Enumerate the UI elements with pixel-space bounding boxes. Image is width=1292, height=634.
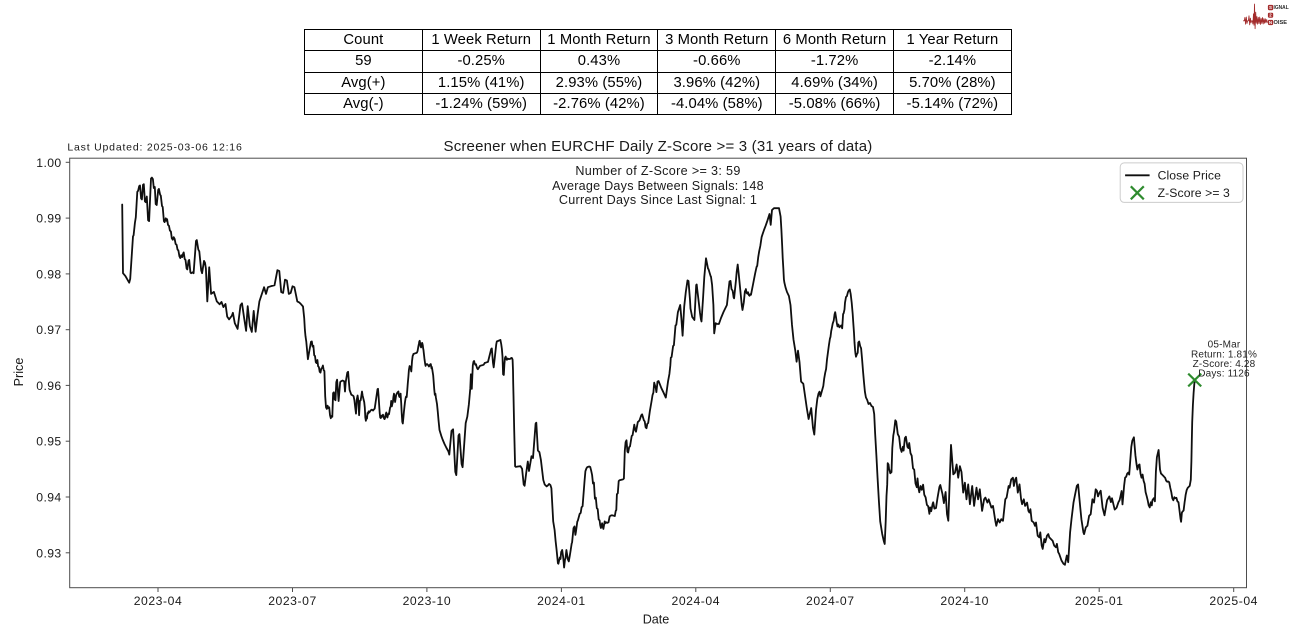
- svg-text:Average Days Between Signals:: Average Days Between Signals: 148: [552, 179, 764, 193]
- svg-text:2023-04: 2023-04: [134, 594, 183, 608]
- svg-text:2024-10: 2024-10: [940, 594, 989, 608]
- svg-text:0.95: 0.95: [36, 435, 61, 449]
- svg-text:0.96: 0.96: [36, 379, 61, 393]
- svg-text:0.99: 0.99: [36, 212, 61, 226]
- svg-text:0.97: 0.97: [36, 323, 61, 337]
- svg-text:Z-Score: 4.28: Z-Score: 4.28: [1193, 359, 1256, 370]
- svg-text:Screener when EURCHF Daily Z-S: Screener when EURCHF Daily Z-Score >= 3 …: [444, 138, 873, 155]
- svg-text:Z-Score >= 3: Z-Score >= 3: [1158, 186, 1230, 200]
- svg-text:2024-01: 2024-01: [537, 594, 586, 608]
- svg-text:0.94: 0.94: [36, 491, 61, 505]
- svg-text:1.00: 1.00: [36, 156, 61, 170]
- svg-text:Close Price: Close Price: [1158, 169, 1222, 183]
- svg-text:Return: 1.81%: Return: 1.81%: [1191, 349, 1257, 360]
- svg-text:Number of Z-Score >= 3: 59: Number of Z-Score >= 3: 59: [575, 164, 740, 178]
- svg-text:Date: Date: [643, 612, 670, 626]
- svg-text:IGNAL: IGNAL: [1274, 5, 1290, 11]
- svg-text:Price: Price: [12, 358, 26, 387]
- svg-text:2024-07: 2024-07: [806, 594, 855, 608]
- svg-text:S: S: [1269, 5, 1272, 10]
- svg-text:2025-04: 2025-04: [1209, 594, 1258, 608]
- svg-text:2: 2: [1269, 13, 1272, 18]
- svg-text:2025-01: 2025-01: [1075, 594, 1124, 608]
- svg-text:2023-10: 2023-10: [403, 594, 452, 608]
- svg-text:05-Mar: 05-Mar: [1208, 340, 1241, 351]
- svg-text:OISE: OISE: [1274, 20, 1288, 26]
- svg-text:Last Updated: 2025-03-06 12:16: Last Updated: 2025-03-06 12:16: [67, 142, 242, 154]
- svg-text:0.98: 0.98: [36, 267, 61, 281]
- svg-text:Current Days Since Last Signal: Current Days Since Last Signal: 1: [559, 193, 757, 207]
- svg-text:Days: 1126: Days: 1126: [1198, 369, 1250, 380]
- svg-text:0.93: 0.93: [36, 546, 61, 560]
- svg-text:2024-04: 2024-04: [672, 594, 721, 608]
- svg-text:2023-07: 2023-07: [268, 594, 317, 608]
- svg-text:N: N: [1269, 20, 1272, 25]
